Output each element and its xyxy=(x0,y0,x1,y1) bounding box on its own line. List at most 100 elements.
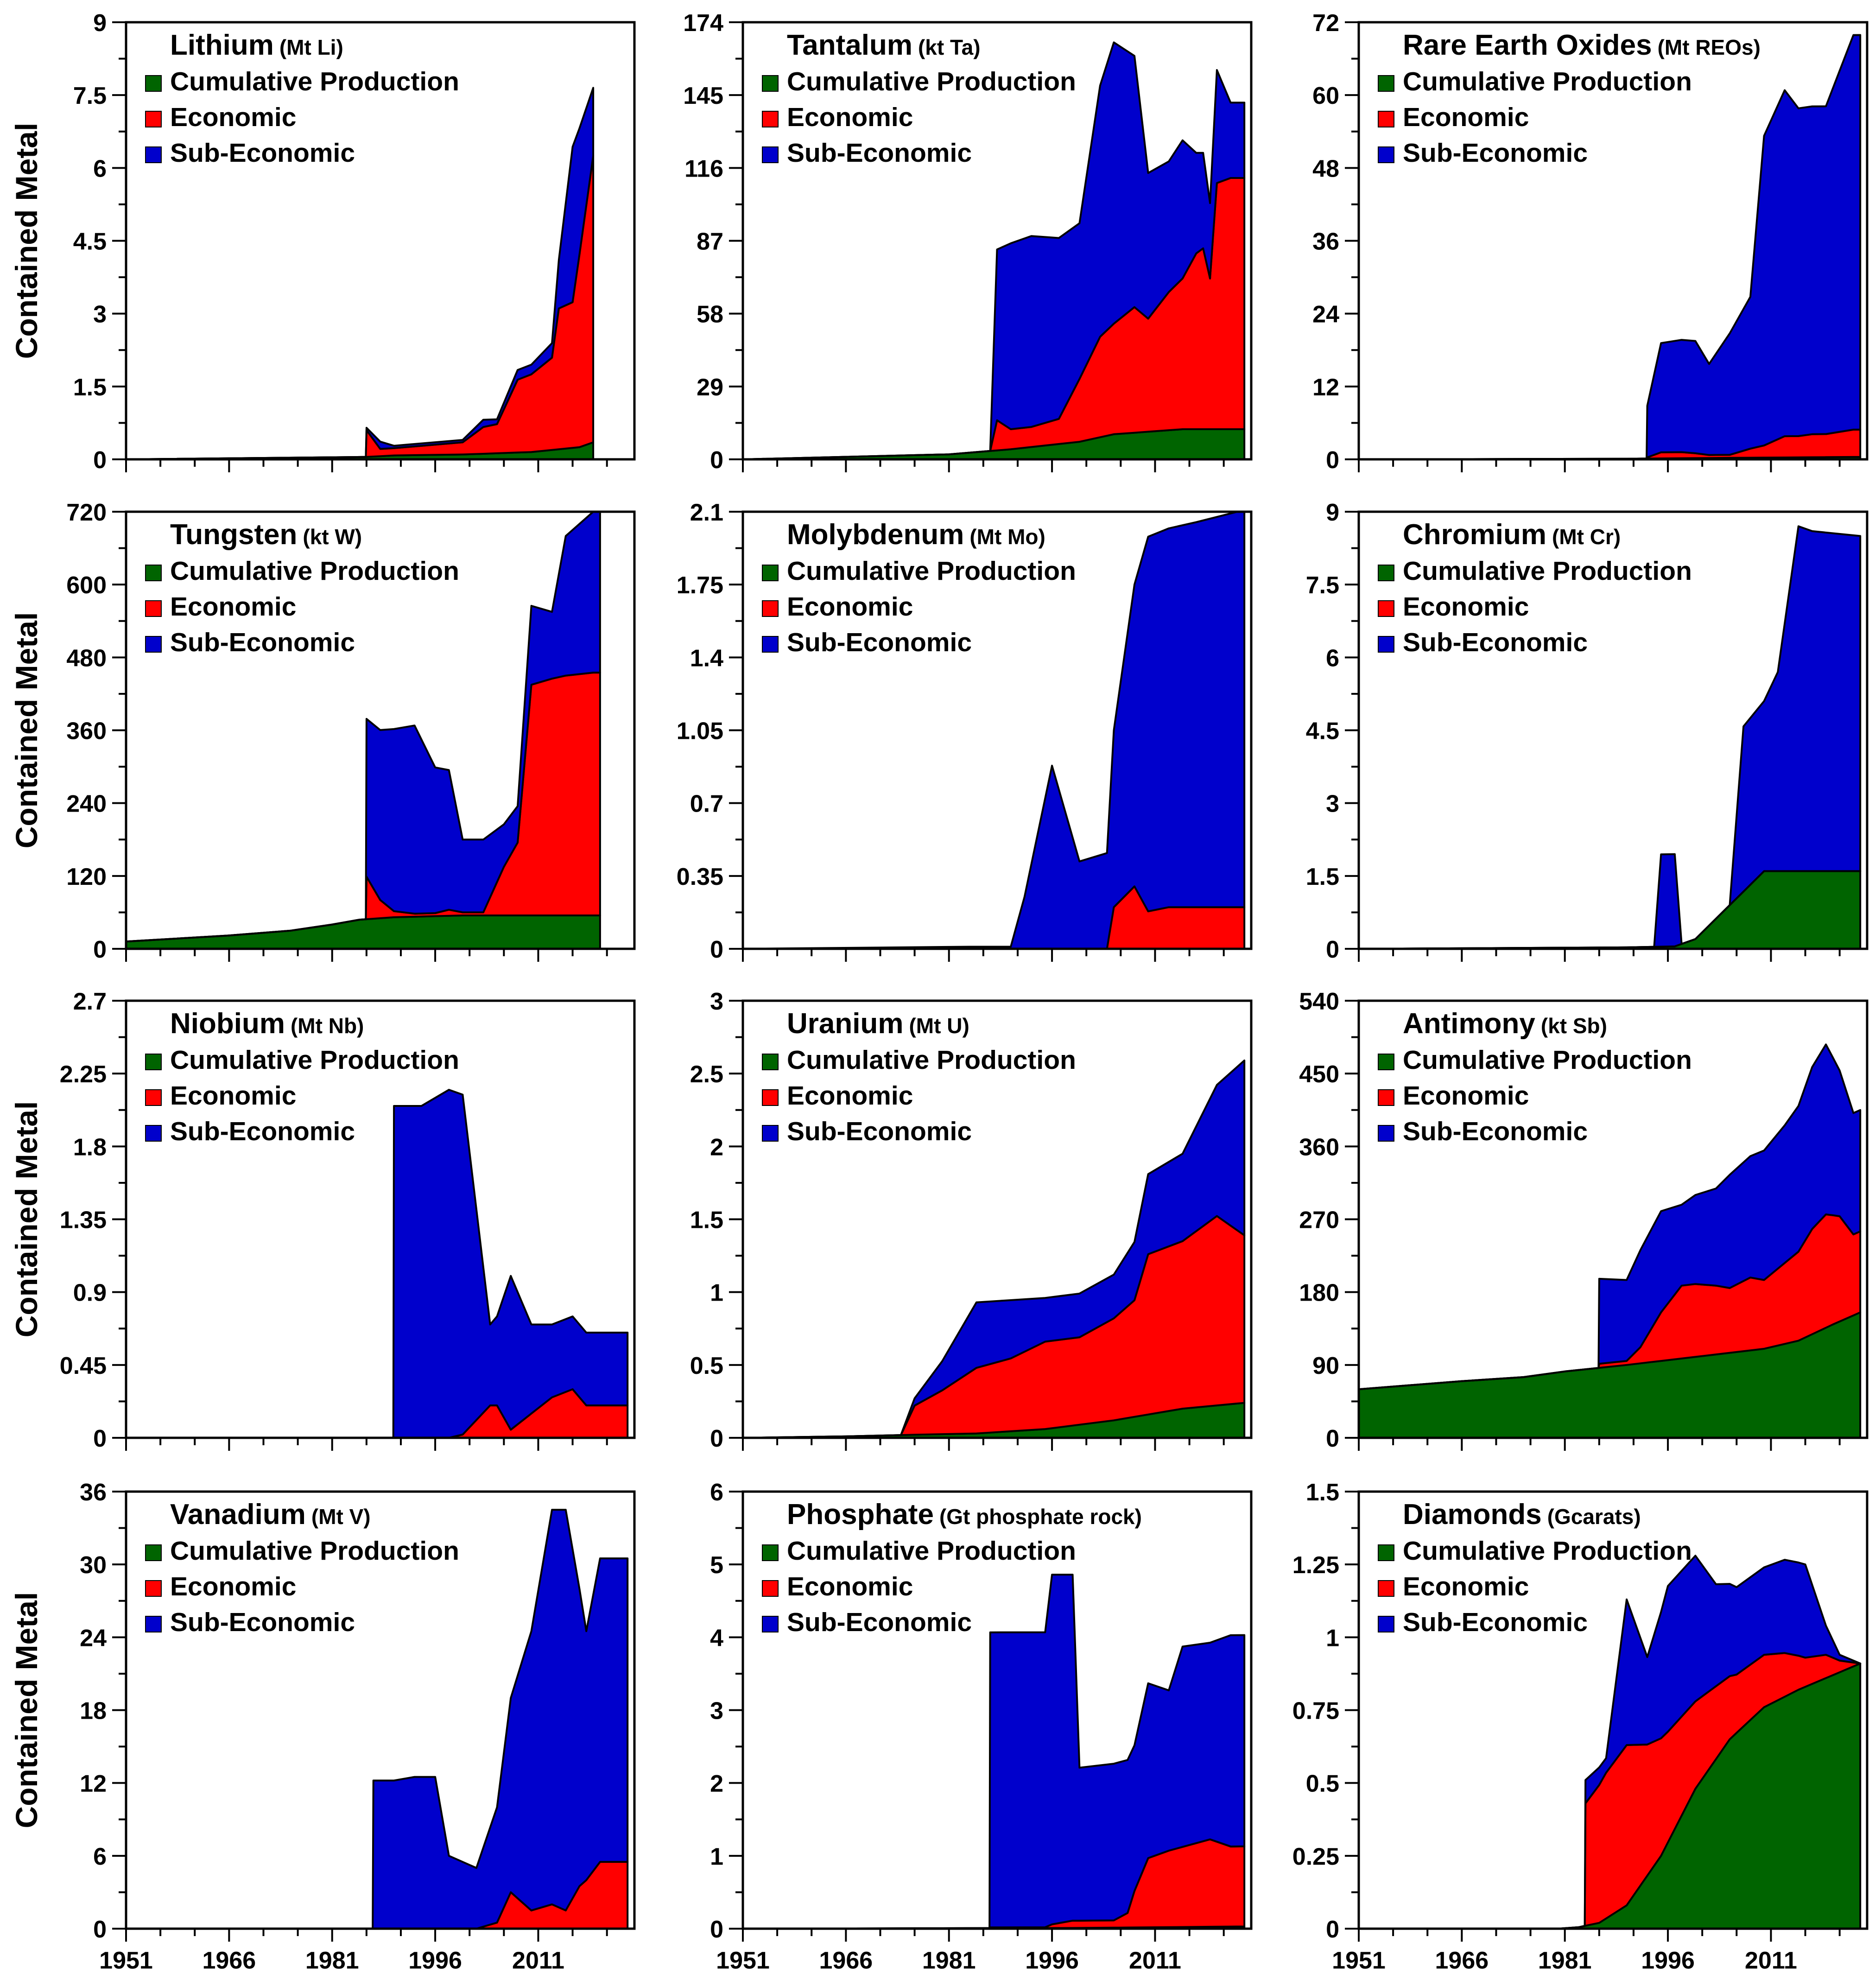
legend-swatch-economic xyxy=(762,111,779,127)
legend-swatch-cumulative-production xyxy=(762,1054,779,1070)
legend-swatch-economic xyxy=(145,1580,162,1597)
legend-label-economic: Economic xyxy=(1403,102,1529,132)
chart-panel-uranium: 0 0.5 1 1.5 2 2.5 3 Uranium (Mt U) Cumulative Pro… xyxy=(690,988,1253,1452)
legend-label-economic: Economic xyxy=(170,102,296,132)
legend-swatch-cumulative-production xyxy=(762,565,779,581)
chart-title-name: Molybdenum xyxy=(787,519,964,551)
y-tick-label: 36 xyxy=(1312,229,1339,255)
chart-title: Diamonds (Gcarats) xyxy=(1403,1499,1641,1531)
chart-title-name: Lithium xyxy=(170,29,274,61)
x-tick-label: 1966 xyxy=(819,1947,873,1974)
area-cumulative-production-tungsten xyxy=(125,915,601,950)
chart-title-unit: (Gcarats) xyxy=(1547,1505,1641,1529)
legend-label-economic: Economic xyxy=(787,1572,913,1601)
y-tick-label: 72 xyxy=(1312,10,1339,37)
y-tick-label: 180 xyxy=(1299,1280,1339,1307)
y-tick-label: 1.4 xyxy=(690,645,723,672)
chart-title-unit: (Gt phosphate rock) xyxy=(939,1505,1142,1529)
y-tick-label: 174 xyxy=(683,10,723,37)
y-tick-label: 0 xyxy=(1326,1916,1339,1943)
legend-swatch-sub-economic xyxy=(145,636,162,653)
y-tick-label: 116 xyxy=(684,155,723,182)
legend-label-economic: Economic xyxy=(787,102,913,132)
x-tick-label: 1996 xyxy=(1025,1947,1079,1974)
area-sub-economic-chromium xyxy=(1358,525,1862,950)
legend-label-sub-economic: Sub-Economic xyxy=(1403,1607,1588,1637)
y-tick-label: 120 xyxy=(66,864,107,890)
y-tick-label: 0 xyxy=(93,936,107,963)
legend-label-cumulative-production: Cumulative Production xyxy=(170,1536,459,1566)
legend-label-cumulative-production: Cumulative Production xyxy=(170,556,459,586)
legend-label-sub-economic: Sub-Economic xyxy=(170,1117,355,1146)
x-tick-label: 1951 xyxy=(716,1947,770,1974)
chart-title: Antimony (kt Sb) xyxy=(1403,1008,1607,1040)
chart-title-name: Tungsten xyxy=(170,519,297,551)
legend-swatch-cumulative-production xyxy=(1378,565,1394,581)
y-tick-label: 480 xyxy=(66,645,107,672)
x-tick-label: 1981 xyxy=(922,1947,976,1974)
x-tick-label: 1996 xyxy=(408,1947,462,1974)
x-tick-label: 1951 xyxy=(1332,1947,1386,1974)
legend-swatch-economic xyxy=(1378,600,1394,617)
x-tick-label: 1966 xyxy=(1435,1947,1489,1974)
chart-title-unit: (Mt Nb) xyxy=(291,1014,364,1038)
y-tick-label: 0 xyxy=(93,1916,107,1943)
legend-swatch-cumulative-production xyxy=(145,1054,162,1070)
legend-swatch-economic xyxy=(145,600,162,617)
legend-swatch-cumulative-production xyxy=(1378,75,1394,92)
legend-swatch-sub-economic xyxy=(1378,1616,1394,1632)
y-tick-label: 0 xyxy=(1326,447,1339,474)
y-tick-label: 1.75 xyxy=(677,572,723,599)
chart-title-name: Diamonds xyxy=(1403,1499,1542,1531)
legend-swatch-sub-economic xyxy=(145,1125,162,1142)
legend-label-cumulative-production: Cumulative Production xyxy=(787,1536,1076,1566)
y-tick-label: 0.5 xyxy=(1306,1771,1339,1797)
y-tick-label: 6 xyxy=(93,155,107,182)
y-tick-label: 1.8 xyxy=(73,1134,107,1161)
legend-label-cumulative-production: Cumulative Production xyxy=(170,1045,459,1075)
y-tick-label: 1 xyxy=(710,1280,723,1307)
legend-label-sub-economic: Sub-Economic xyxy=(1403,1117,1588,1146)
chart-title: Phosphate (Gt phosphate rock) xyxy=(787,1499,1142,1531)
area-sub-economic-niobium xyxy=(125,1089,629,1439)
legend-label-economic: Economic xyxy=(1403,592,1529,622)
y-tick-label: 24 xyxy=(80,1625,107,1651)
y-tick-label: 3 xyxy=(710,1698,723,1725)
chart-title-unit: (Mt V) xyxy=(311,1505,371,1529)
legend-label-economic: Economic xyxy=(170,1081,296,1111)
legend-label-cumulative-production: Cumulative Production xyxy=(1403,67,1692,96)
chart-panel-lithium: 0 1.5 3 4.5 6 7.5 9 Contained Metal Lithium (Mt L… xyxy=(9,10,636,474)
area-sub-economic-diamonds xyxy=(1358,1555,1862,1930)
legend-swatch-economic xyxy=(762,1089,779,1106)
legend-label-sub-economic: Sub-Economic xyxy=(787,1607,972,1637)
chart-panel-chromium: 0 1.5 3 4.5 6 7.5 9 Chromium (Mt Cr) Cumulative P… xyxy=(1306,499,1869,963)
legend-label-cumulative-production: Cumulative Production xyxy=(1403,1536,1692,1566)
chart-title-name: Rare Earth Oxides xyxy=(1403,29,1652,61)
legend-swatch-economic xyxy=(762,1580,779,1597)
area-cumulative-production-chromium xyxy=(1358,870,1862,950)
y-tick-label: 9 xyxy=(1326,499,1339,526)
y-tick-label: 1.5 xyxy=(73,374,107,401)
legend-swatch-economic xyxy=(1378,1580,1394,1597)
y-tick-label: 24 xyxy=(1312,301,1339,328)
y-tick-label: 0 xyxy=(93,1425,107,1452)
y-tick-label: 0 xyxy=(93,447,107,474)
area-sub-economic-phosphate xyxy=(742,1574,1246,1930)
y-tick-label: 0 xyxy=(710,936,723,963)
y-tick-label: 6 xyxy=(710,1479,723,1506)
legend-label-sub-economic: Sub-Economic xyxy=(170,628,355,657)
legend-label-sub-economic: Sub-Economic xyxy=(787,1117,972,1146)
chart-title-unit: (Mt U) xyxy=(909,1014,969,1038)
y-tick-label: 0.75 xyxy=(1292,1698,1339,1725)
x-tick-label: 1951 xyxy=(99,1947,153,1974)
x-tick-label: 1966 xyxy=(203,1947,256,1974)
x-tick-label: 1981 xyxy=(305,1947,359,1974)
legend-swatch-sub-economic xyxy=(145,1616,162,1632)
y-tick-label: 87 xyxy=(697,229,723,255)
chart-panel-vanadium: 0 6 12 18 24 30 36 1951 1966 1981 1996 2011 Containe… xyxy=(9,1479,636,1974)
area-sub-economic-antimony xyxy=(1358,1043,1862,1391)
legend-swatch-sub-economic xyxy=(762,146,779,163)
chart-title: Vanadium (Mt V) xyxy=(170,1499,371,1531)
legend-label-sub-economic: Sub-Economic xyxy=(170,138,355,168)
y-tick-label: 9 xyxy=(93,10,107,37)
